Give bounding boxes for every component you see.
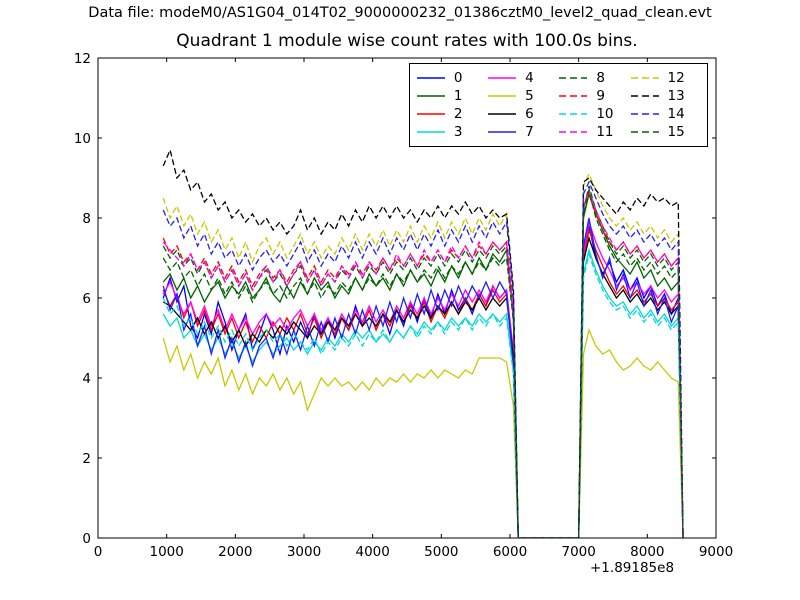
legend-label-3: 3	[453, 124, 463, 140]
legend-row: 3 7 11 15	[416, 123, 701, 141]
legend-swatch-15	[630, 123, 668, 141]
chart-title: Quadrant 1 module wise count rates with …	[176, 31, 638, 51]
legend-swatch-11	[558, 123, 596, 141]
y-tick-label: 2	[82, 451, 91, 467]
legend-label-4: 4	[525, 70, 534, 86]
legend-label-15: 15	[667, 124, 685, 140]
legend-swatch-9	[558, 87, 596, 105]
legend-label-9: 9	[596, 88, 605, 104]
legend-swatch-6	[487, 105, 525, 123]
legend-label-13: 13	[667, 88, 685, 104]
legend-row: 1 5 9 13	[416, 87, 701, 105]
legend-table: 0 4 8 12 1 5 9 13 2 6 10 14 3 7 11 15	[416, 69, 701, 141]
data-lines	[162, 147, 684, 538]
legend-swatch-7	[487, 123, 525, 141]
legend-label-11: 11	[596, 124, 614, 140]
series-line-8	[162, 185, 684, 538]
y-tick-label: 6	[82, 291, 91, 307]
legend-label-12: 12	[667, 70, 685, 86]
y-tick-label: 4	[82, 371, 91, 387]
legend-label-7: 7	[525, 124, 534, 140]
legend-swatch-14	[630, 105, 668, 123]
series-line-14	[162, 180, 684, 538]
x-tick-label: 7000	[561, 544, 595, 560]
x-tick-label: 8000	[630, 544, 664, 560]
legend-label-10: 10	[596, 106, 614, 122]
legend-label-14: 14	[667, 106, 685, 122]
series-line-10	[162, 251, 684, 538]
series-line-5	[162, 327, 684, 538]
legend-swatch-8	[558, 69, 596, 87]
series-line-6	[162, 235, 684, 538]
x-tick-label: 1000	[149, 544, 183, 560]
x-tick-label: 5000	[424, 544, 458, 560]
y-tick-label: 10	[74, 131, 91, 147]
legend-swatch-2	[416, 105, 454, 123]
legend-swatch-10	[558, 105, 596, 123]
legend-swatch-1	[416, 87, 454, 105]
series-line-11	[162, 187, 684, 538]
x-tick-label: 9000	[699, 544, 733, 560]
series-line-12	[162, 172, 684, 538]
series-line-15	[162, 189, 684, 538]
x-tick-label: 4000	[355, 544, 389, 560]
legend-swatch-3	[416, 123, 454, 141]
x-tick-label: 3000	[287, 544, 321, 560]
legend-swatch-0	[416, 69, 454, 87]
data-file-suptitle: Data file: modeM0/AS1G04_014T02_90000002…	[88, 5, 712, 21]
legend-row: 0 4 8 12	[416, 69, 701, 87]
y-tick-label: 8	[82, 211, 91, 227]
x-tick-label: 2000	[218, 544, 252, 560]
x-tick-label: 0	[94, 544, 103, 560]
series-line-7	[162, 217, 684, 538]
series-line-1	[162, 191, 684, 538]
legend-label-6: 6	[525, 106, 534, 122]
legend-row: 2 6 10 14	[416, 105, 701, 123]
legend-label-0: 0	[453, 70, 463, 86]
y-tick-label: 0	[82, 531, 91, 547]
y-tick-label: 12	[74, 51, 91, 67]
legend[interactable]: 0 4 8 12 1 5 9 13 2 6 10 14 3 7 11 15	[409, 63, 708, 147]
series-line-3	[162, 247, 684, 538]
series-line-13	[162, 147, 684, 538]
legend-swatch-5	[487, 87, 525, 105]
legend-label-1: 1	[453, 88, 463, 104]
legend-swatch-4	[487, 69, 525, 87]
x-axis-offset-text: +1.89185e8	[590, 560, 675, 576]
series-line-9	[162, 192, 684, 538]
legend-swatch-12	[630, 69, 668, 87]
legend-swatch-13	[630, 87, 668, 105]
legend-label-2: 2	[453, 106, 463, 122]
legend-label-5: 5	[525, 88, 534, 104]
x-tick-label: 6000	[493, 544, 527, 560]
legend-label-8: 8	[596, 70, 605, 86]
